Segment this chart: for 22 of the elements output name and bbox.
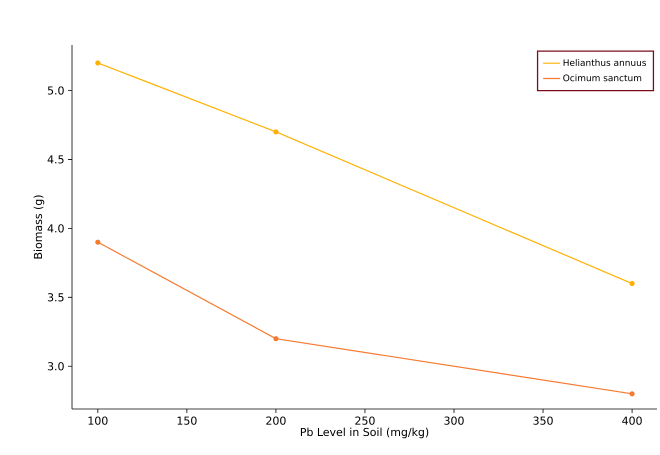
x-tick-label: 350 [533, 416, 553, 425]
y-tick-label: 4.0 [48, 224, 64, 233]
point [273, 336, 279, 342]
y-tick-label: 3.0 [48, 362, 64, 370]
x-tick-label: 150 [178, 416, 197, 425]
point [273, 129, 279, 134]
x-tick-label: 200 [266, 416, 286, 425]
point [629, 280, 635, 286]
point [629, 391, 635, 396]
x-tick-label: 300 [444, 416, 464, 425]
point [95, 60, 100, 66]
x-tick-label: 100 [88, 416, 108, 425]
y-tick-label: 3.5 [48, 293, 64, 302]
y-tick-label: 5.0 [48, 86, 64, 95]
x-tick-label: 400 [622, 416, 642, 425]
y-tick-label: 4.5 [48, 155, 64, 164]
x-tick-label: 250 [355, 416, 375, 425]
legend-label: Helianthus annuus [564, 59, 646, 66]
y-axis-title: Biomass (g) [34, 195, 44, 258]
x-axis-title: Pb Level in Soil (mg/kg) [300, 428, 428, 438]
legend-label: Ocimum sanctum [563, 74, 642, 82]
point [95, 240, 100, 245]
